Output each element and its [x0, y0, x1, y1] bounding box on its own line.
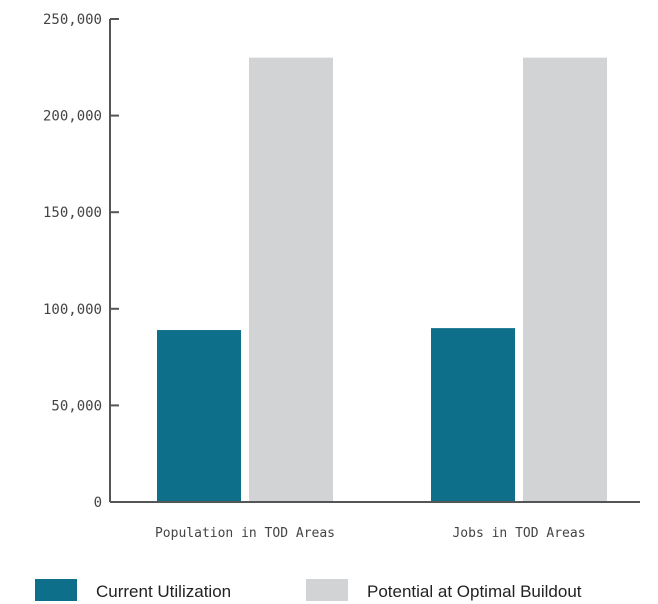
bar-potential-population [249, 57, 333, 502]
y-tick-label: 0 [94, 495, 102, 511]
y-tick-label: 50,000 [51, 398, 102, 414]
legend-swatch-potential [306, 579, 348, 601]
legend-swatch-current [35, 579, 77, 601]
legend-label-current: Current Utilization [96, 582, 231, 601]
legend: Current Utilization Potential at Optimal … [35, 579, 582, 601]
x-category-label: Jobs in TOD Areas [452, 526, 585, 541]
y-tick-label: 150,000 [43, 205, 102, 221]
y-tick-label: 250,000 [43, 12, 102, 28]
y-tick-label: 100,000 [43, 302, 102, 318]
bar-potential-jobs [523, 57, 607, 502]
bar-current-population [157, 330, 241, 502]
legend-label-potential: Potential at Optimal Buildout [367, 582, 582, 601]
bars [157, 57, 607, 502]
y-axis: 0 50,000 100,000 150,000 200,000 250,000 [43, 12, 119, 511]
bar-current-jobs [431, 328, 515, 502]
x-category-label: Population in TOD Areas [155, 526, 335, 541]
y-tick-label: 200,000 [43, 109, 102, 125]
x-axis: Population in TOD Areas Jobs in TOD Areas [110, 501, 640, 541]
